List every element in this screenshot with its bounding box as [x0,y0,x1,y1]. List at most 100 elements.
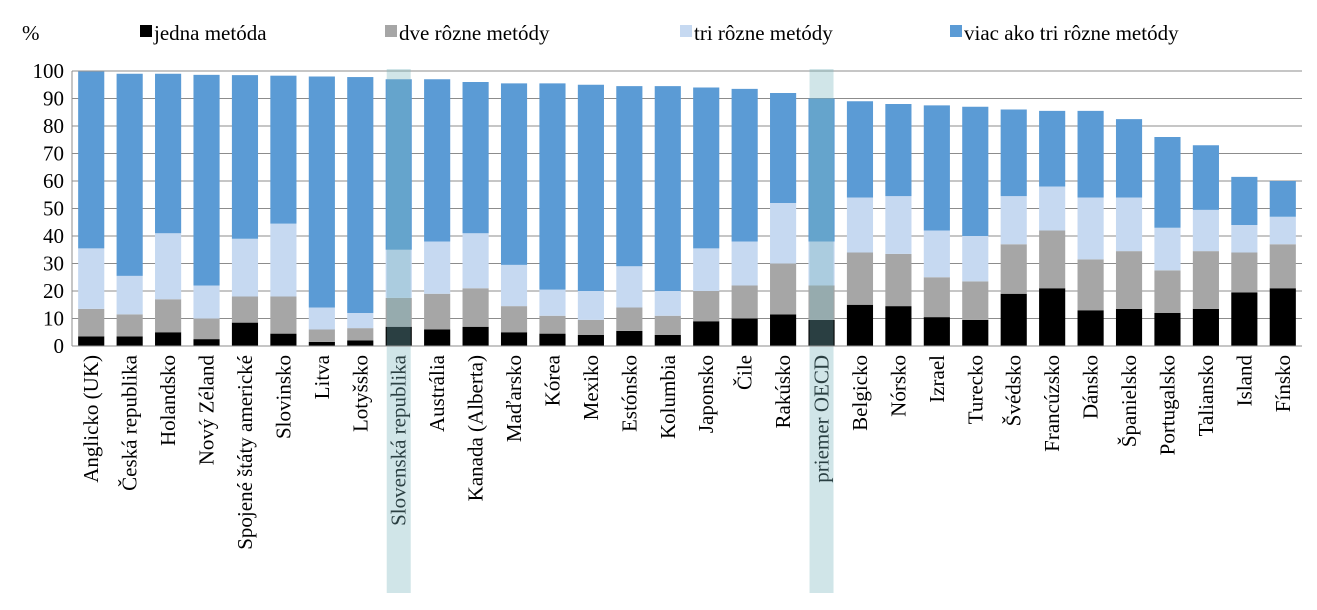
bar-segment [155,332,182,346]
bar-segment [1154,270,1181,313]
bar-segment [231,296,259,323]
bar-segment [385,297,412,327]
y-axis-label: % [22,21,40,45]
y-tick-label: 10 [43,307,64,331]
x-tick-label: Litva [310,354,334,399]
bar-segment [962,236,989,282]
bar-segment [1039,288,1066,346]
bar-segment [1115,119,1143,198]
bar-segment [1077,310,1104,346]
bar-segment [1231,292,1258,346]
bar-segment [616,266,643,308]
bar-segment [347,313,374,329]
x-tick-label: Kanada (Alberta) [464,355,488,501]
bar-segment [1192,209,1219,252]
bar-segment [962,319,989,346]
bar-segment [731,318,758,346]
bar-segment [424,241,451,294]
bar-segment [308,329,335,342]
bar-segment [78,308,105,337]
highlight-band [386,69,411,593]
legend-label: jedna metóda [153,21,267,45]
bar-segment [1154,137,1181,228]
bar-segment [731,241,758,286]
x-tick-label: Švédsko [1002,355,1026,426]
bar-segment [500,264,528,307]
bar-segment [78,248,105,309]
bar-segment [1000,109,1027,197]
y-tick-label: 90 [43,87,64,111]
bar-segment [1192,308,1219,346]
bar-segment [1269,288,1296,346]
bar-segment [770,203,797,264]
bar-segment [1231,225,1258,253]
legend-label: tri rôzne metódy [694,21,833,45]
bar-segment [78,71,105,249]
bar-segment [193,285,220,319]
legend-swatch [140,25,152,37]
bar-segment [577,319,604,335]
x-tick-label: Estónsko [617,355,641,432]
bar-segment [347,77,374,313]
bar-segment [846,304,874,346]
bar-segment [770,263,797,315]
bar-segment [1154,227,1181,271]
x-tick-label: Spojené štáty americké [233,355,257,550]
bar-segment [231,238,259,297]
y-tick-label: 100 [33,59,65,83]
bar-segment [693,248,720,291]
bar-segment [770,93,797,203]
bar-segment [846,197,874,253]
x-tick-label: Rakúsko [771,355,795,429]
bar-segment [308,307,335,330]
bar-segment [385,326,412,346]
bar-segment [923,230,950,278]
x-tick-label: Nový Zéland [195,355,219,466]
bar-segment [1115,197,1143,252]
bar-segment [539,333,566,346]
x-tick-label: Čile [733,355,757,390]
legend-label: dve rôzne metódy [399,21,550,45]
bar-segment [347,328,374,341]
bar-segment [1192,145,1219,210]
bar-segment [616,307,643,331]
x-tick-label: Fínsko [1271,355,1295,412]
bar-segment [231,75,259,239]
bar-segment [885,196,912,254]
bar-segment [654,335,681,346]
bar-segment [731,285,758,319]
bar-segment [654,315,681,335]
bar-segment [1039,230,1066,289]
bar-segment [577,84,604,291]
bar-segment [385,79,412,250]
x-tick-label: Francúzsko [1040,355,1064,452]
bar-segment [577,335,604,346]
legend-swatch [950,25,962,37]
x-tick-label: Holandsko [156,355,180,446]
bar-segment [923,105,950,231]
bar-segment [731,88,758,242]
bar-segment [116,314,143,337]
x-tick-label: Taliansko [1194,355,1218,436]
bar-segment [1231,176,1258,225]
x-tick-label: Mexiko [579,355,603,420]
bar-segment [962,281,989,320]
bar-segment [116,275,143,315]
y-tick-label: 0 [54,334,65,358]
bar-segment [962,106,989,236]
x-tick-label: Belgicko [848,355,872,431]
bar-segment [193,339,220,346]
x-tick-label: Španielsko [1117,355,1141,447]
bar-segment [462,288,489,327]
bar-segment [885,104,912,197]
bar-segment [770,314,797,346]
x-tick-label: Portugalsko [1155,355,1179,455]
bar-segment [654,86,681,291]
bar-segment [1269,181,1296,217]
bar-segment [1115,308,1143,346]
bar-segment [808,98,835,242]
bar-segment [808,241,835,286]
bar-segment [923,317,950,346]
bar-segment [923,277,950,318]
y-tick-label: 30 [43,252,64,276]
